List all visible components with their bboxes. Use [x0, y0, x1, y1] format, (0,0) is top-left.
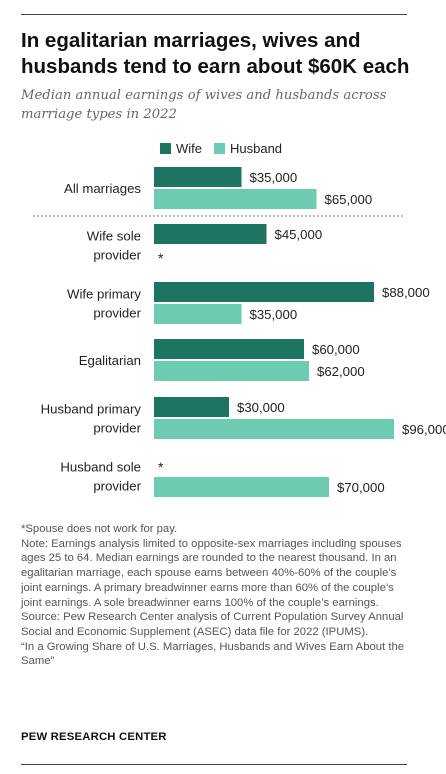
legend-item-husband: Husband — [214, 141, 282, 156]
bar-wife-husband-primary-provider — [154, 397, 229, 417]
brand-logo-text: PEW RESEARCH CENTER — [21, 731, 167, 743]
report-title: “In a Growing Share of U.S. Marriages, H… — [21, 640, 405, 668]
bar-husband-all-marriages — [154, 189, 317, 209]
bar-chart: All marriages $35,000 $65,000 Wife sole prov… — [33, 167, 446, 497]
data-label-wife-husband-primary-provider: $30,000 — [237, 400, 285, 415]
bar-husband-husband-primary-provider — [154, 419, 394, 439]
data-label-husband-all-marriages: $65,000 — [325, 192, 373, 207]
category-label-husband-primary-provider: Husband primary provider — [41, 402, 142, 436]
top-rule — [21, 14, 407, 15]
bar-wife-all-marriages — [154, 167, 242, 187]
data-label-husband-husband-sole-provider: $70,000 — [337, 480, 385, 495]
legend: Wife Husband — [160, 141, 294, 156]
data-label-husband-egalitarian: $62,000 — [317, 364, 365, 379]
bar-husband-wife-primary-provider — [154, 304, 242, 324]
category-label-wife-primary-provider: Wife primary provider — [67, 287, 142, 321]
category-label-husband-sole-provider: Husband sole provider — [60, 460, 141, 494]
legend-swatch-wife — [160, 143, 171, 154]
bar-wife-wife-sole-provider — [154, 224, 267, 244]
data-label-wife-wife-primary-provider: $88,000 — [382, 285, 430, 300]
bar-husband-husband-sole-provider — [154, 477, 329, 497]
data-label-husband-wife-sole-provider: * — [158, 250, 164, 266]
category-label-wife-sole-provider: Wife sole provider — [87, 229, 142, 263]
data-label-wife-egalitarian: $60,000 — [312, 342, 360, 357]
legend-label-husband: Husband — [230, 141, 283, 156]
data-label-husband-wife-primary-provider: $35,000 — [250, 307, 298, 322]
chart-notes: *Spouse does not work for pay. Note: Ear… — [21, 522, 411, 669]
source-note: Source: Pew Research Center analysis of … — [21, 611, 404, 638]
data-label-wife-wife-sole-provider: $45,000 — [275, 227, 323, 242]
bar-wife-egalitarian — [154, 339, 304, 359]
methodology-note: Note: Earnings analysis limited to oppos… — [21, 537, 402, 609]
category-label-all-marriages: All marriages — [64, 181, 141, 196]
legend-label-wife: Wife — [176, 141, 202, 156]
category-label-egalitarian: Egalitarian — [79, 353, 141, 368]
bottom-rule — [21, 764, 407, 765]
data-label-wife-all-marriages: $35,000 — [250, 170, 298, 185]
bar-wife-wife-primary-provider — [154, 282, 374, 302]
chart-title: In egalitarian marriages, wives and husb… — [21, 29, 410, 78]
chart-subtitle: Median annual earnings of wives and husb… — [21, 88, 387, 122]
bar-husband-egalitarian — [154, 361, 309, 381]
data-label-wife-husband-sole-provider: * — [158, 459, 164, 475]
legend-item-wife: Wife — [160, 141, 202, 156]
asterisk-note: *Spouse does not work for pay. — [21, 523, 178, 535]
legend-swatch-husband — [214, 143, 225, 154]
data-label-husband-husband-primary-provider: $96,000 — [402, 422, 446, 437]
